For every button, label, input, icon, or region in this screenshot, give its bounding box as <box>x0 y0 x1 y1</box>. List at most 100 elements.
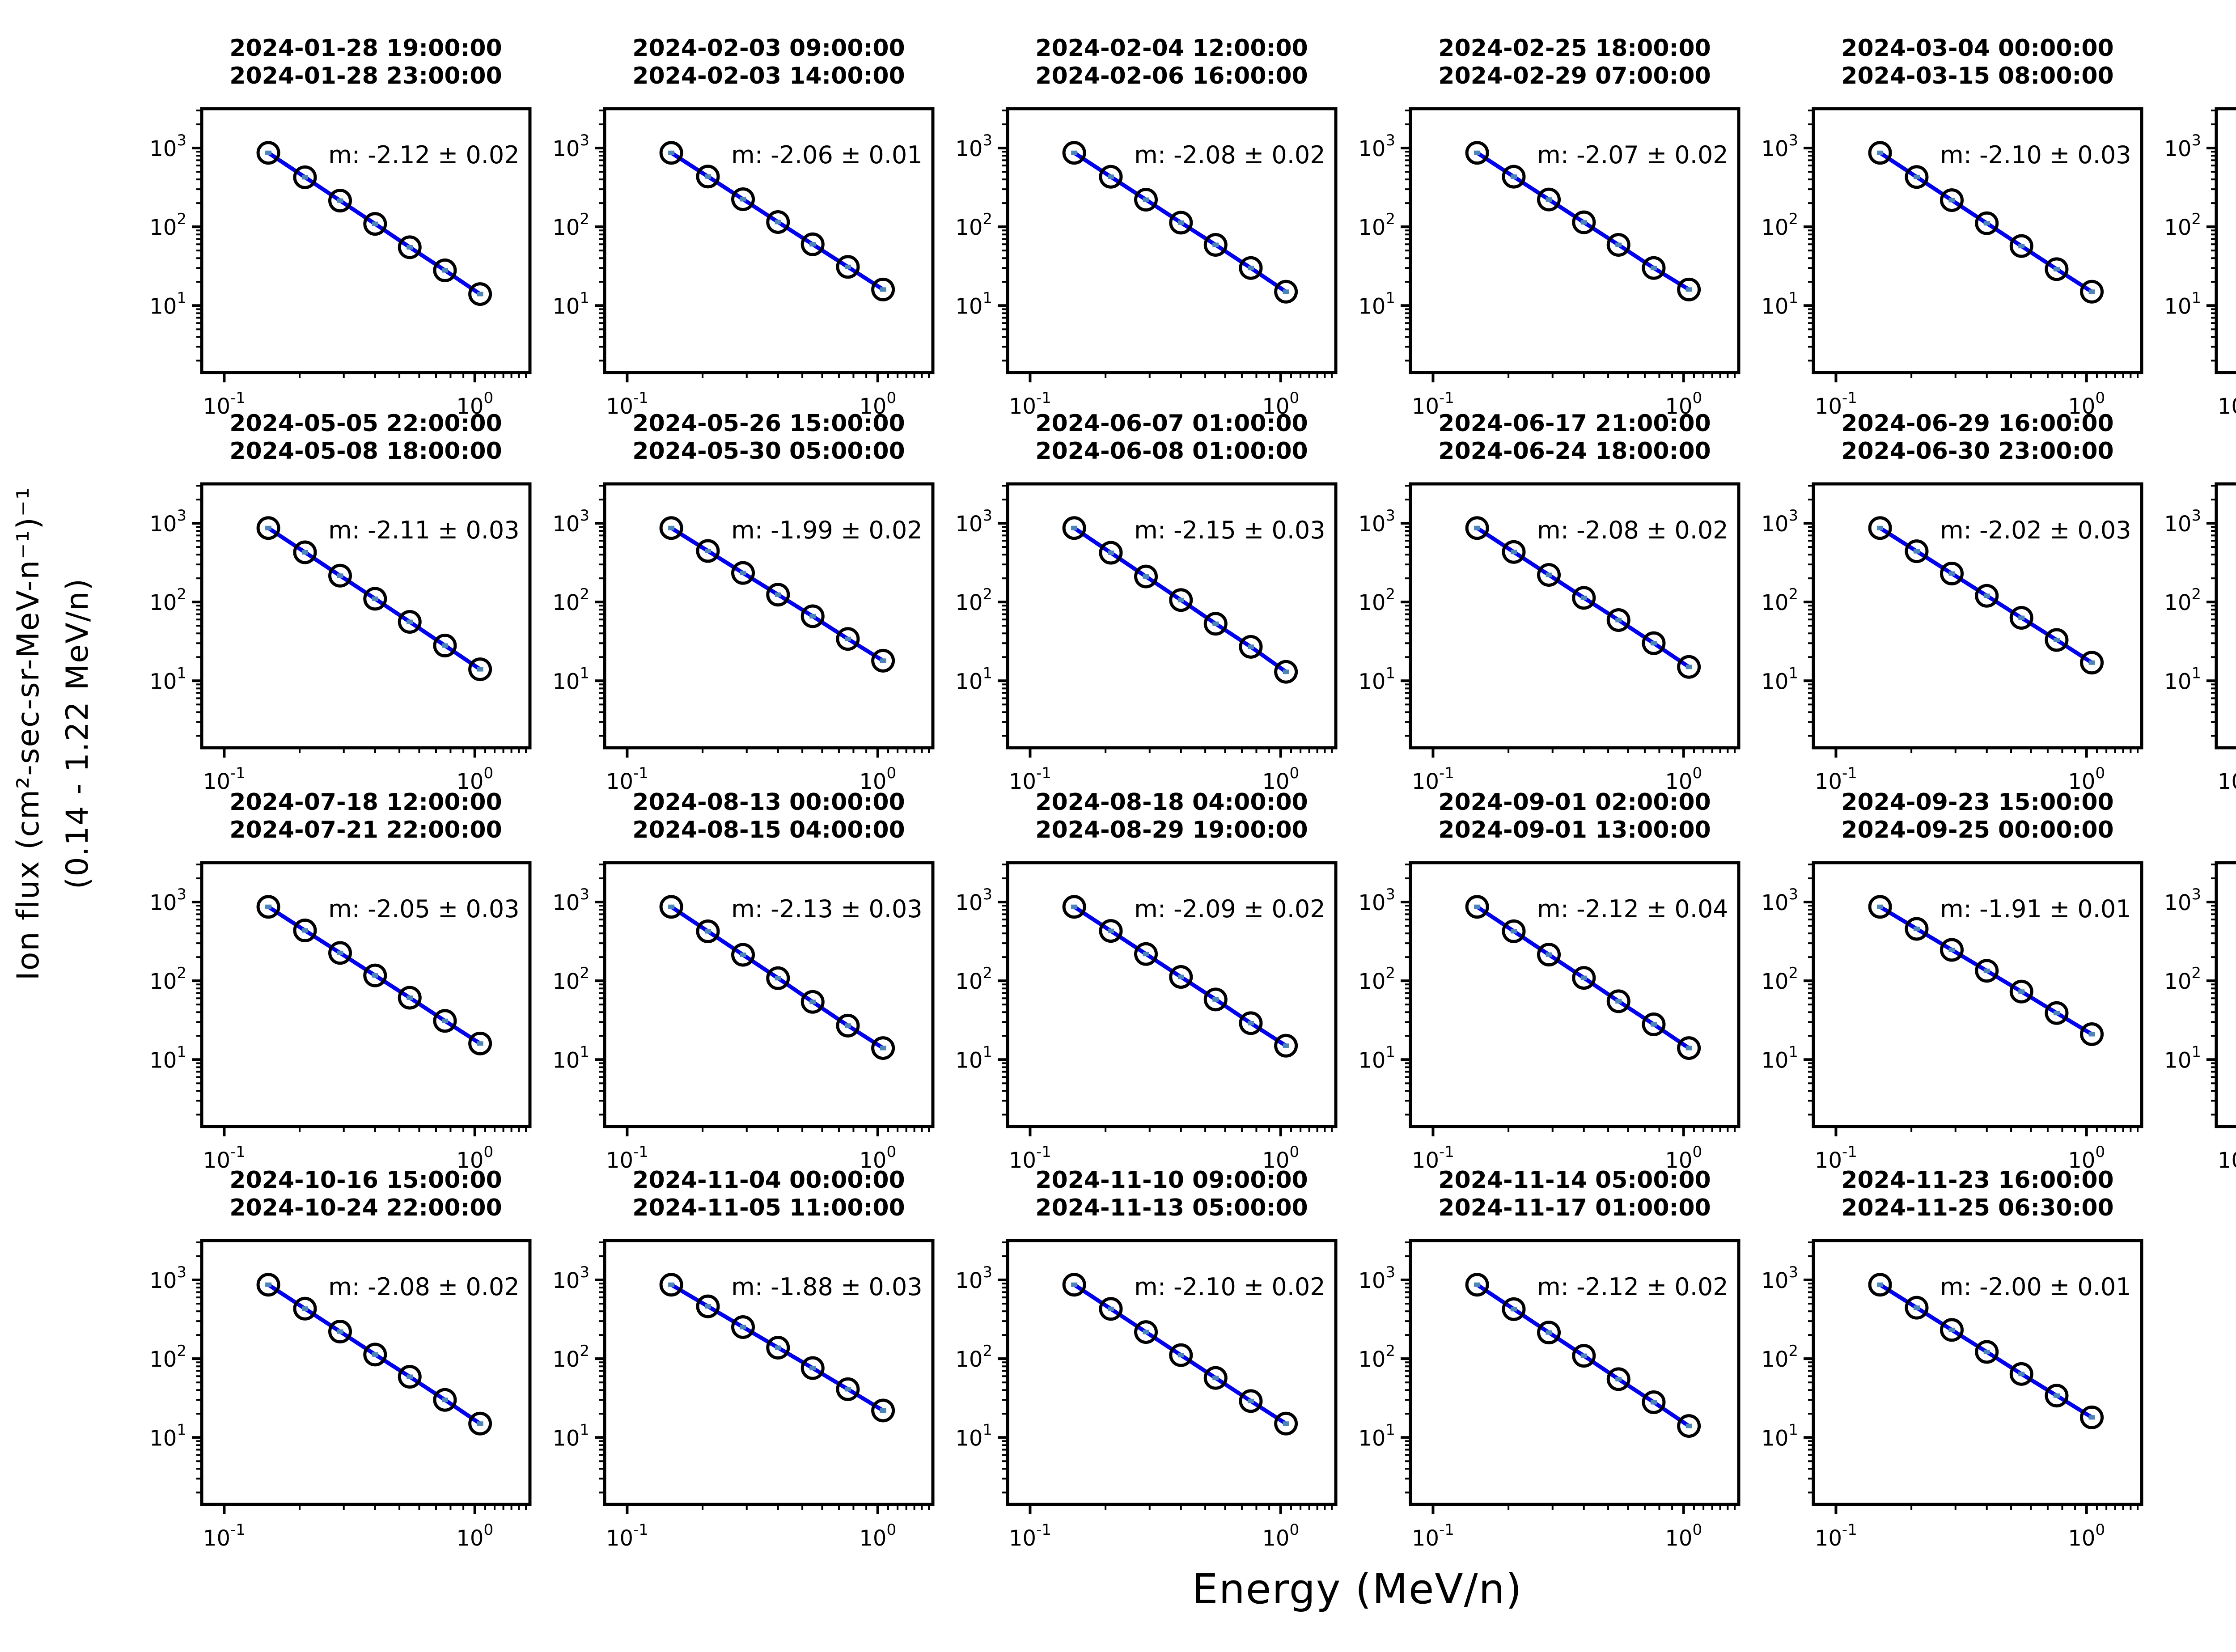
data-point-dot <box>301 1306 308 1311</box>
data-point-dot <box>1107 928 1114 933</box>
x-tick-label: 100 <box>456 1143 493 1173</box>
y-tick-label: 103 <box>149 131 186 161</box>
y-axis-label-line2: (0.14 - 1.22 MeV/n) <box>60 578 95 889</box>
axes-box <box>1006 107 1338 374</box>
data-point-circle <box>1940 1318 1964 1342</box>
data-point-circle <box>328 1320 352 1344</box>
y-tick-label: 102 <box>1761 964 1798 994</box>
data-point-circle <box>696 539 720 563</box>
y-tick-label: 102 <box>2164 585 2201 615</box>
y-tick-label: 101 <box>955 664 992 694</box>
slope-annotation: m: -2.08 ± 0.02 <box>328 1273 520 1301</box>
data-point-dot <box>704 174 711 179</box>
data-point-dot <box>880 658 886 663</box>
y-tick-label: 101 <box>1358 1421 1395 1451</box>
panel-title-start: 2024-01-28 19:00:00 <box>229 35 502 62</box>
x-tick-label: 10-1 <box>2218 389 2236 419</box>
axes-box <box>1006 482 1338 750</box>
data-point-circle <box>1537 187 1561 212</box>
data-point-dot <box>2018 1372 2025 1377</box>
data-point-circle <box>1940 188 1964 212</box>
panel-title-end: 2024-11-13 05:00:00 <box>1035 1195 1308 1221</box>
data-point-dot <box>1247 1398 1254 1403</box>
panel-title-end: 2024-02-29 07:00:00 <box>1438 63 1711 89</box>
panel-title-end: 2024-09-01 13:00:00 <box>1438 817 1711 843</box>
slope-annotation: m: -2.07 ± 0.02 <box>1537 141 1728 169</box>
data-point-circle <box>1134 188 1158 212</box>
data-point-circle <box>836 1013 860 1038</box>
data-point-circle <box>696 1294 720 1318</box>
data-point-circle <box>1677 1414 1701 1438</box>
panel-title-end: 2024-05-08 18:00:00 <box>229 438 502 465</box>
x-axis-label: Energy (MeV/n) <box>1192 1565 1522 1613</box>
data-point-circle <box>1099 165 1123 189</box>
data-point-circle <box>1537 943 1561 967</box>
axes-box <box>1812 107 2143 374</box>
data-point-dot <box>1177 974 1184 979</box>
y-tick-label: 101 <box>552 1043 589 1073</box>
x-tick-label: 10-1 <box>1815 1521 1857 1551</box>
data-point-circle <box>256 141 280 165</box>
data-point-circle <box>468 1411 492 1436</box>
data-point-dot <box>1546 572 1552 577</box>
data-point-circle <box>1239 1389 1263 1413</box>
y-tick-label: 102 <box>955 1342 992 1372</box>
data-point-circle <box>433 634 457 658</box>
x-tick-label: 10-1 <box>1815 764 1857 794</box>
data-point-circle <box>398 986 422 1010</box>
axes-box <box>200 861 532 1128</box>
data-point-circle <box>800 232 825 256</box>
data-point-circle <box>1572 1344 1596 1368</box>
y-tick-label: 102 <box>1761 1342 1798 1372</box>
x-tick-label: 10-1 <box>1009 1521 1051 1551</box>
data-point-dot <box>880 1408 886 1413</box>
axes-box <box>1812 482 2143 750</box>
x-tick-label: 10-1 <box>1009 389 1051 419</box>
data-point-circle <box>1975 211 1999 235</box>
slope-annotation: m: -2.12 ± 0.02 <box>328 141 520 169</box>
panel-title-end: 2024-06-30 23:00:00 <box>1841 438 2113 465</box>
x-tick-label: 100 <box>1262 389 1299 419</box>
data-point-circle <box>800 990 825 1014</box>
data-point-circle <box>1099 919 1123 943</box>
y-tick-label: 102 <box>1761 585 1798 615</box>
data-point-circle <box>1677 655 1701 679</box>
data-point-circle <box>1465 1273 1489 1297</box>
y-tick-label: 101 <box>955 1043 992 1073</box>
panel-title-end: 2024-07-21 22:00:00 <box>229 817 502 843</box>
data-point-circle <box>1606 233 1630 257</box>
y-tick-label: 102 <box>955 210 992 240</box>
axes-box <box>200 107 532 374</box>
data-point-circle <box>1572 966 1596 990</box>
data-point-circle <box>363 1343 387 1367</box>
panel-title-start: 2024-06-07 01:00:00 <box>1035 410 1308 437</box>
data-point-circle <box>256 1273 280 1297</box>
y-tick-label: 101 <box>552 289 589 319</box>
data-point-dot <box>2088 660 2095 665</box>
data-point-circle <box>1239 256 1263 280</box>
y-tick-label: 102 <box>955 585 992 615</box>
axes-box <box>1006 1239 1338 1506</box>
y-tick-label: 103 <box>1358 885 1395 915</box>
data-point-circle <box>659 141 683 165</box>
slope-annotation: m: -2.11 ± 0.03 <box>328 516 520 544</box>
data-point-dot <box>1615 242 1622 247</box>
data-point-circle <box>731 561 755 585</box>
y-tick-label: 101 <box>955 289 992 319</box>
panel-title-start: 2024-05-26 15:00:00 <box>632 410 905 437</box>
y-axis-label-line1: Ion flux (cm²-sec-sr-MeV-n⁻¹)⁻¹ <box>11 487 46 980</box>
panel-title-end: 2024-11-05 11:00:00 <box>632 1195 905 1221</box>
data-point-dot <box>1913 926 1920 931</box>
data-point-dot <box>1107 551 1114 555</box>
data-point-circle <box>1134 564 1158 589</box>
y-tick-label: 102 <box>552 210 589 240</box>
data-point-circle <box>1203 233 1228 257</box>
data-point-circle <box>659 895 683 919</box>
panel-title-start: 2024-08-18 04:00:00 <box>1035 789 1308 816</box>
